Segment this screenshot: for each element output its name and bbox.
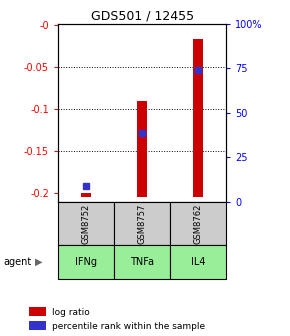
Bar bbox=[137, 101, 147, 198]
Text: GSM8757: GSM8757 bbox=[137, 203, 147, 244]
Bar bbox=[170, 202, 226, 245]
Text: IFNg: IFNg bbox=[75, 257, 97, 267]
Bar bbox=[170, 245, 226, 279]
Bar bbox=[81, 193, 91, 198]
Bar bbox=[58, 245, 114, 279]
Text: log ratio: log ratio bbox=[52, 307, 90, 317]
Text: agent: agent bbox=[3, 257, 31, 267]
Text: TNFa: TNFa bbox=[130, 257, 154, 267]
Bar bbox=[114, 202, 170, 245]
Text: GSM8752: GSM8752 bbox=[81, 203, 90, 244]
Bar bbox=[29, 321, 46, 330]
Bar bbox=[58, 202, 114, 245]
Text: GSM8762: GSM8762 bbox=[194, 203, 203, 244]
Bar bbox=[29, 307, 46, 316]
Text: ▶: ▶ bbox=[35, 257, 42, 267]
Text: percentile rank within the sample: percentile rank within the sample bbox=[52, 322, 205, 331]
Bar bbox=[114, 245, 170, 279]
Text: IL4: IL4 bbox=[191, 257, 205, 267]
Title: GDS501 / 12455: GDS501 / 12455 bbox=[90, 9, 194, 23]
Bar bbox=[193, 40, 203, 198]
